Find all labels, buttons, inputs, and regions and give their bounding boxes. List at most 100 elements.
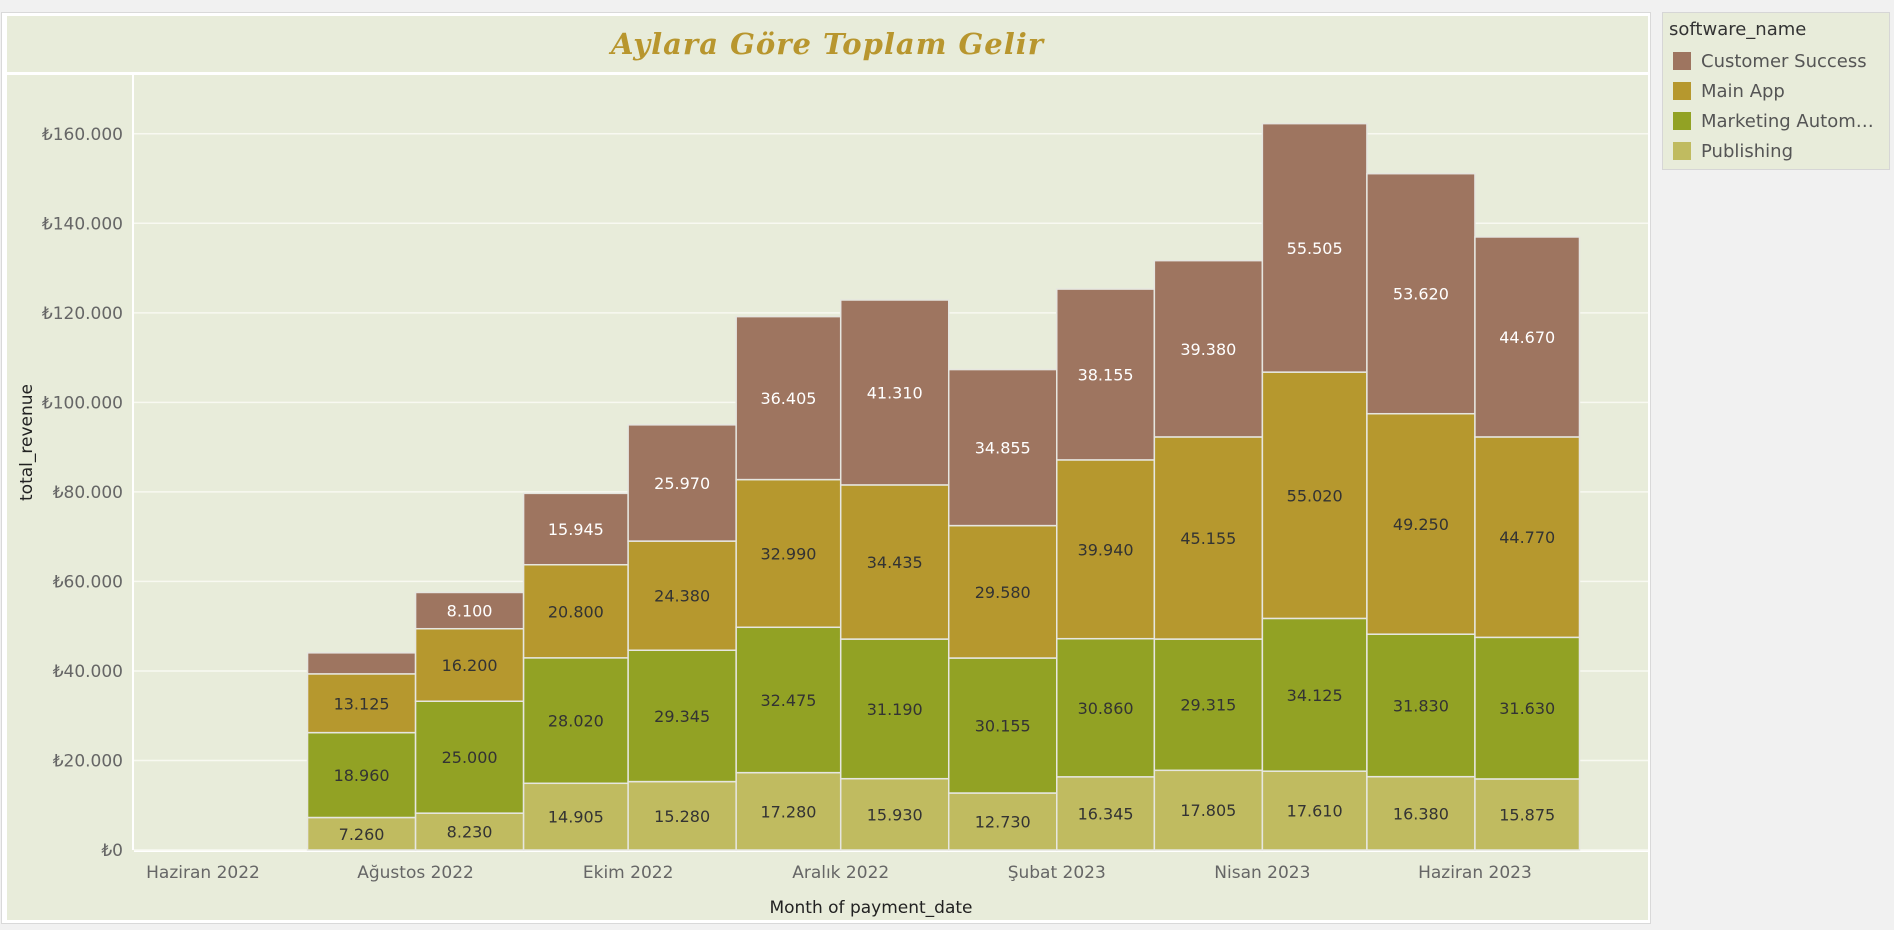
bar-data-label: 12.730 [975,813,1031,832]
bar-data-label: 32.990 [760,544,816,563]
legend-label: Marketing Automat... [1701,110,1883,132]
x-tick-label: Haziran 2023 [1418,863,1532,883]
bar-data-label: 29.345 [654,707,710,726]
bar-segment [1056,288,1156,461]
x-tick-label: Haziran 2022 [146,863,260,883]
bar-data-label: 20.800 [548,602,604,621]
bar-data-label: 30.155 [975,717,1031,736]
bar-segment [839,638,950,780]
bar-data-label: 15.945 [548,520,604,539]
bar-data-label: 17.805 [1180,801,1236,820]
bar-segment [522,657,629,785]
bar-data-label: 15.280 [654,807,710,826]
x-tick-label: Aralık 2022 [792,863,889,883]
legend-label: Main App [1701,80,1785,102]
y-tick-label: ₺60.000 [53,572,123,592]
legend-item[interactable]: Publishing [1669,136,1883,166]
plot-area: ₺0 ₺20.000 ₺40.000 ₺60.000 ₺80.000 ₺100.000 ₺1… [7,75,1648,924]
y-axis-label: total_revenue [17,384,37,501]
bar-segment [522,492,629,566]
bar-segment [1153,638,1264,772]
bar-data-label: 32.475 [760,691,816,710]
bar-data-label: 44.670 [1499,328,1555,347]
legend-item[interactable]: Marketing Automat... [1669,106,1883,136]
legend: software_name Customer Success Main App Ma… [1662,12,1890,170]
y-tick-label: ₺140.000 [42,214,123,234]
x-axis-label: Month of payment_date [769,898,972,918]
bar-data-label: 41.310 [867,383,923,402]
bar-data-label: 30.860 [1078,699,1134,718]
bar-data-label: 24.380 [654,587,710,606]
bar-data-label: 25.000 [442,748,498,767]
bar-data-label: 53.620 [1393,285,1449,304]
bar-data-label: 44.770 [1499,528,1555,547]
legend-label: Publishing [1701,140,1793,162]
bar-data-label: 45.155 [1180,529,1236,548]
bar-data-label: 34.855 [975,439,1031,458]
bar-segment [735,626,842,774]
bar-segment [522,782,629,851]
bar-data-label: 13.125 [334,694,390,713]
bar-segment [1261,617,1368,772]
y-tick-label: ₺80.000 [53,483,123,503]
bar-data-label: 29.580 [975,583,1031,602]
y-tick-label: ₺0 [101,841,123,861]
bar-segment [1366,172,1476,415]
bar-segment [522,563,629,659]
y-tick-label: ₺100.000 [42,393,123,413]
legend-items: Customer Success Main App Marketing Automa… [1669,46,1883,166]
legend-item[interactable]: Customer Success [1669,46,1883,76]
bar-segment [414,591,525,630]
bar-data-label: 17.280 [760,802,816,821]
bar-data-label: 16.345 [1078,804,1134,823]
bar-segment [414,627,525,702]
legend-swatch [1673,82,1691,100]
bar-segment [1474,778,1581,851]
bar-segment [306,731,417,819]
bar-data-label: 16.200 [442,656,498,675]
title-bar: Aylara Göre Toplam Gelir [7,16,1648,72]
bar-segment [1153,259,1264,438]
bar-segment [1366,412,1476,635]
bar-data-label: 34.435 [867,553,923,572]
bar-data-label: 28.020 [548,712,604,731]
bar-segment [947,657,1058,794]
x-tick-label: Nisan 2023 [1214,863,1310,883]
bar-data-label: 34.125 [1287,686,1343,705]
bar-data-label: 39.940 [1078,540,1134,559]
bar-segment [306,816,417,851]
x-tick-label: Şubat 2023 [1008,863,1106,883]
bar-segment [627,424,737,542]
bar-data-label: 15.930 [867,805,923,824]
y-tick-label: ₺160.000 [42,125,123,145]
x-tick-label: Ağustos 2022 [357,863,474,883]
y-tick-label: ₺20.000 [53,751,123,771]
bar-segment [735,478,842,629]
legend-swatch [1673,142,1691,160]
bar-segment [1261,770,1368,851]
bar-data-label: 31.630 [1499,699,1555,718]
bar-segment [1261,371,1368,620]
bar-data-label: 14.905 [548,808,604,827]
chart-panel: Aylara Göre Toplam Gelir ₺0 ₺20.000 ₺40.00… [1,12,1651,924]
x-tick-label: Ekim 2022 [583,863,674,883]
bar-segment [947,368,1058,527]
bar-segment [839,299,950,486]
bar-data-label: 17.610 [1287,802,1343,821]
legend-title: software_name [1669,19,1807,40]
bar-data-label: 25.970 [654,474,710,493]
bar-data-label: 18.960 [334,766,390,785]
stacked-bar-chart: ₺0 ₺20.000 ₺40.000 ₺60.000 ₺80.000 ₺100.000 ₺1… [7,75,1648,920]
bar-data-label: 8.100 [447,602,493,621]
bar-data-label: 55.020 [1287,486,1343,505]
bar-data-label: 39.380 [1180,340,1236,359]
bar-data-label: 55.505 [1287,239,1343,258]
bar-segment [839,484,950,640]
bar-segment [1474,236,1581,438]
bar-segment [1153,769,1264,851]
legend-swatch [1673,112,1691,130]
legend-label: Customer Success [1701,50,1867,72]
bar-segment [306,652,417,675]
legend-item[interactable]: Main App [1669,76,1883,106]
bar-segment [306,673,417,734]
